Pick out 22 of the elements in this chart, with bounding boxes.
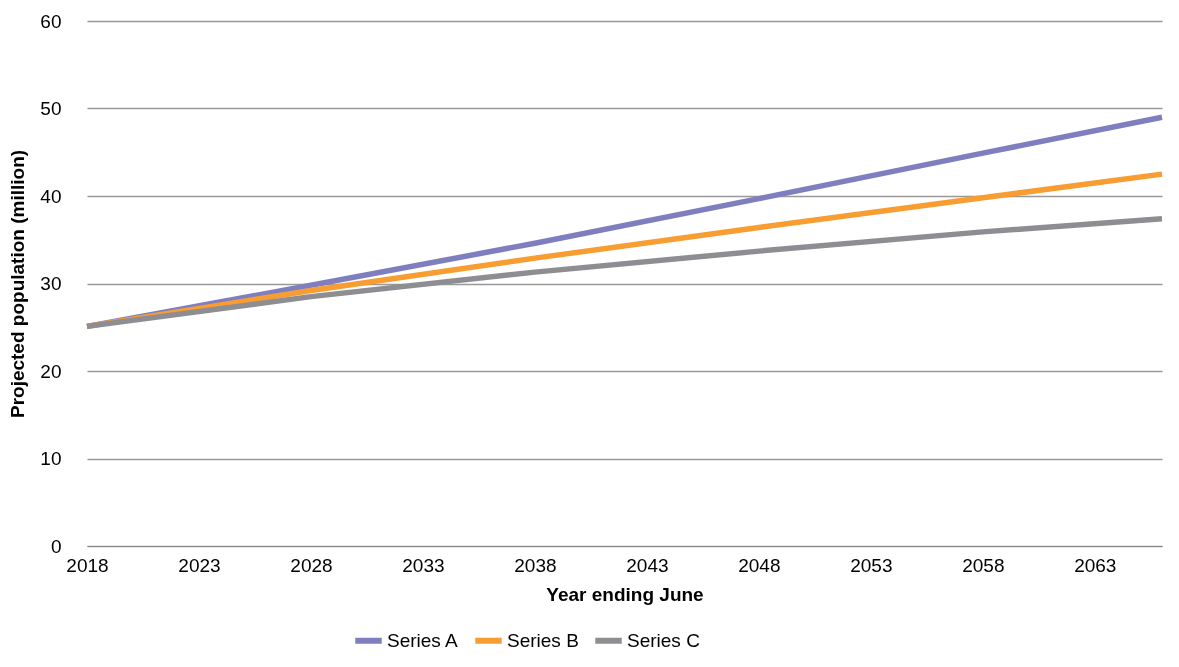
- x-tick-label: 2038: [514, 554, 557, 576]
- y-tick-label: 20: [40, 360, 62, 382]
- x-tick-label: 2033: [402, 554, 445, 576]
- x-tick-label: 2043: [626, 554, 669, 576]
- legend-label: Series B: [507, 629, 579, 651]
- y-tick-label: 10: [40, 448, 62, 469]
- x-tick-label: 2028: [290, 554, 333, 576]
- x-tick-label: 2053: [850, 554, 893, 576]
- legend-label: Series C: [627, 629, 700, 651]
- y-axis-title: Projected population (million): [7, 149, 29, 419]
- x-tick-label: 2018: [66, 554, 109, 576]
- x-tick-label: 2058: [962, 554, 1005, 576]
- legend-label: Series A: [387, 629, 459, 651]
- y-tick-label: 30: [40, 273, 62, 294]
- y-tick-label: 40: [40, 185, 62, 207]
- y-tick-label: 0: [50, 535, 62, 557]
- y-tick-label: 50: [40, 98, 62, 119]
- y-tick-label: 60: [40, 10, 62, 32]
- x-tick-label: 2023: [178, 554, 221, 576]
- x-tick-label: 2063: [1074, 554, 1117, 576]
- x-axis-title: Year ending June: [546, 583, 704, 605]
- x-tick-label: 2048: [738, 554, 781, 576]
